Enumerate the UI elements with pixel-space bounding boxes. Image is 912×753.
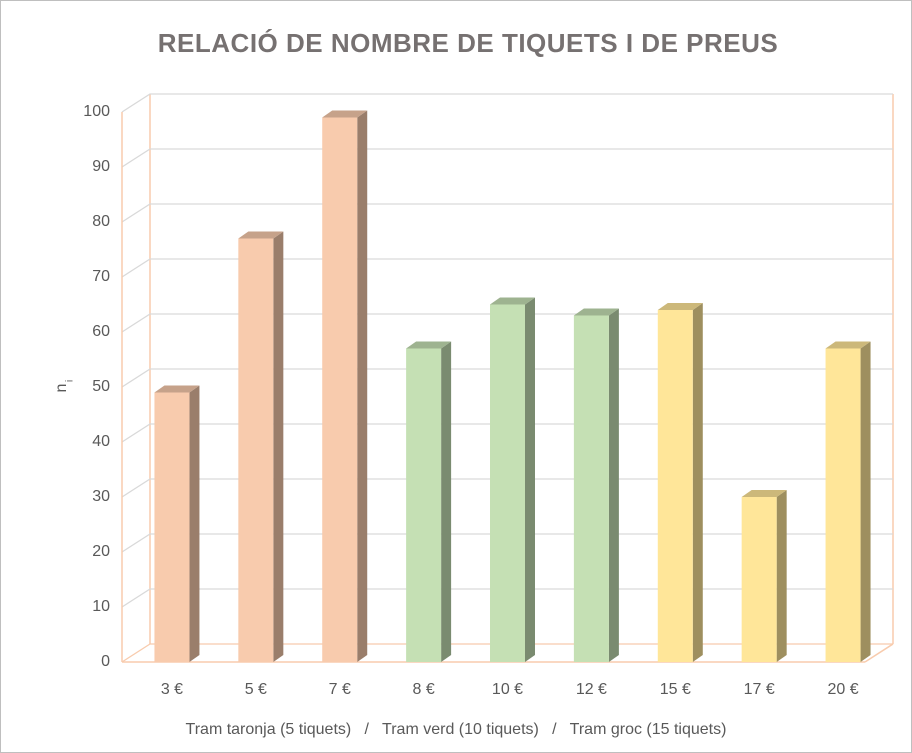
x-tick-label: 17 € [744,681,775,698]
grid-line [121,148,893,168]
y-tick-label: 50 [92,378,110,395]
x-tick-label: 10 € [492,681,523,698]
bar-side [692,303,703,662]
y-tick-label: 100 [83,103,110,120]
y-tick-label: 0 [101,653,110,670]
grid-line [121,93,893,113]
grid-line [121,423,893,443]
grid-line [121,258,893,278]
x-tick-label: 15 € [660,681,691,698]
bar-side [357,110,368,662]
x-tick-label: 20 € [827,681,858,698]
x-tick-label: 3 € [161,681,183,698]
x-tick-label: 12 € [576,681,607,698]
y-axis-label: n [53,384,70,393]
bar [406,348,442,662]
bar-top [573,308,619,316]
y-tick-label: 70 [92,268,110,285]
bar [657,310,693,662]
y-tick-label: 10 [92,598,110,615]
bar-side [776,490,787,662]
x-axis-label: Tram taronja (5 tiquets) / Tram verd (10… [186,721,727,738]
bar-top [154,385,200,393]
bar-top [741,490,787,497]
y-tick-label: 20 [92,543,110,560]
bar-side [189,385,200,662]
bar [238,238,274,662]
y-tick-label: 80 [92,213,110,230]
grid-line [121,533,893,553]
bar [490,304,525,662]
grid-line [121,588,893,608]
chart-title: RELACIÓ DE NOMBRE DE TIQUETS I DE PREUS [158,28,778,58]
bar-top [490,297,535,305]
bar [573,315,609,662]
bar-side [525,297,535,662]
bar [825,348,861,662]
bar-top [825,341,871,349]
bar [741,497,777,662]
x-tick-label: 8 € [412,681,434,698]
bar-top [238,231,284,239]
grid-line [121,478,893,498]
x-tick-label: 5 € [245,681,267,698]
bar [322,117,358,662]
y-tick-label: 30 [92,488,110,505]
bar-side [273,231,284,662]
y-axis-label-sub: i [65,380,76,382]
y-tick-label: 90 [92,158,110,175]
bar-side [608,308,619,662]
grid-line [121,203,893,223]
bar-top [322,110,368,118]
bar-top [657,303,703,310]
grid-line [121,313,893,333]
y-tick-label: 60 [92,323,110,340]
grid-line [121,643,893,663]
y-axis-label-group: n i [53,380,75,393]
bar-side [860,341,871,662]
bar-top [406,341,452,349]
floor-edge [864,643,894,663]
bar-side [441,341,452,662]
y-tick-label: 40 [92,433,110,450]
grid-line [121,368,893,388]
bar [154,392,190,662]
x-tick-label: 7 € [329,681,351,698]
